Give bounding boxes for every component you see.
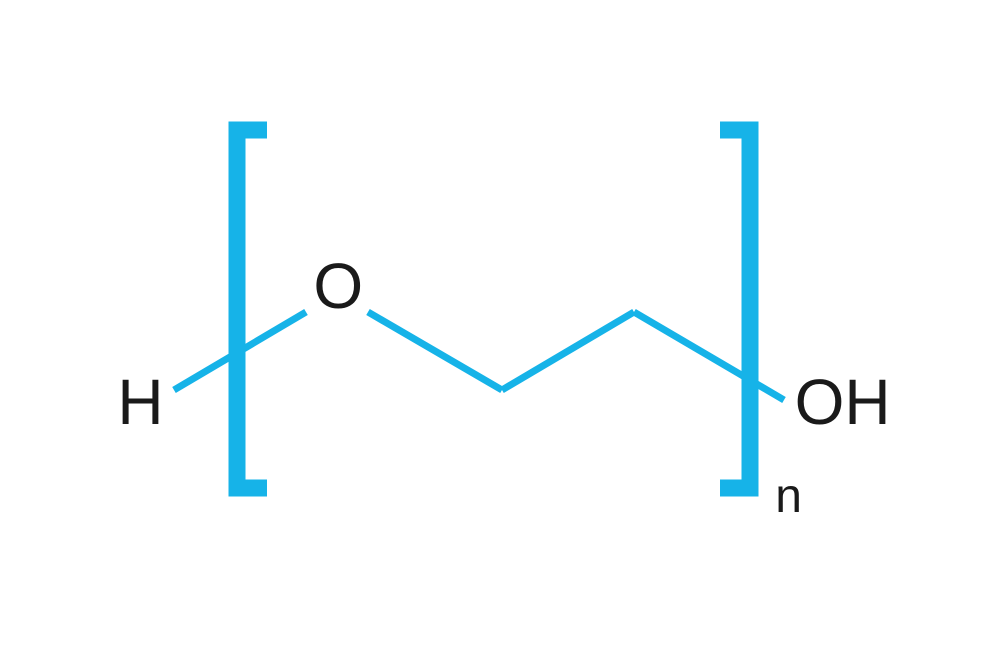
right-bracket [720,130,750,488]
bond-line [368,312,502,390]
atom-label-h-left: H [117,370,163,434]
left-bracket [237,130,267,488]
bond-line [634,312,784,400]
bonds-group [174,312,784,400]
atom-label-o: O [313,254,363,318]
atom-label-oh-right: OH [795,370,891,434]
subscript-n: n [775,473,802,521]
chemical-structure-diagram [0,0,1000,667]
bond-line [502,312,634,390]
